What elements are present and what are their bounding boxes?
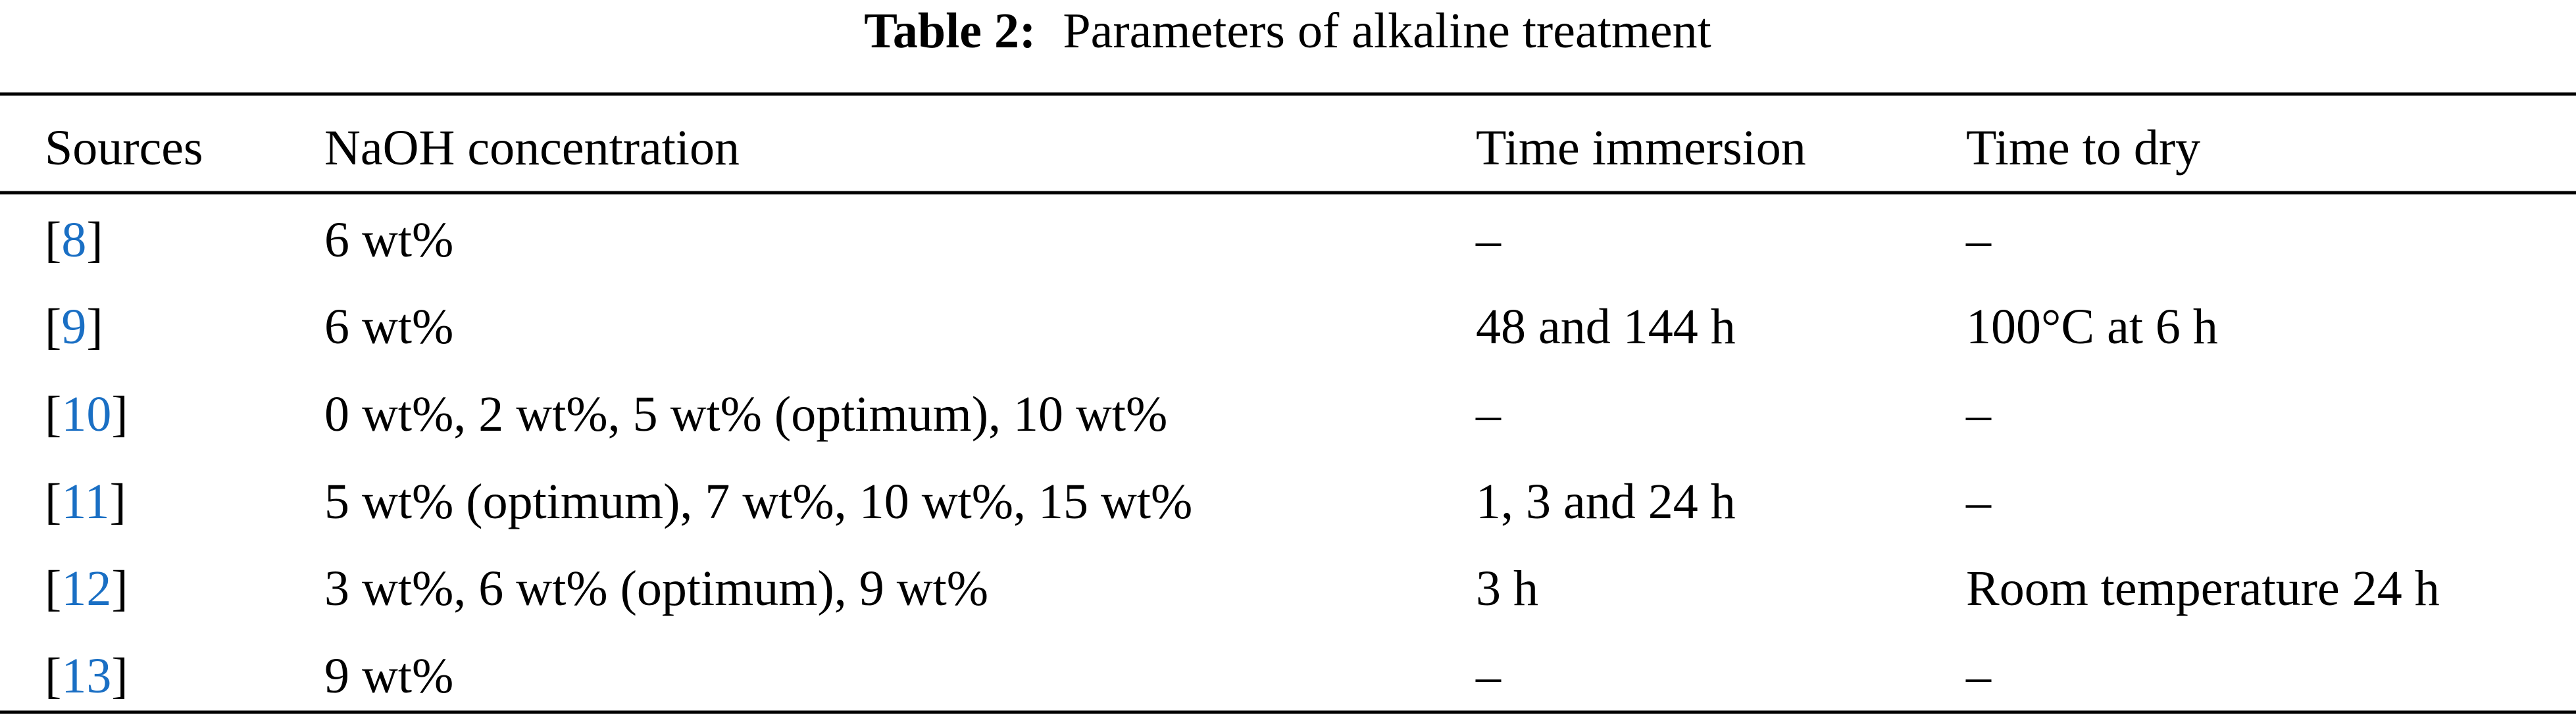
immersion-cell: – <box>1475 648 1502 704</box>
dry-cell: – <box>1965 648 1992 704</box>
naoh-cell: 9 wt% <box>324 648 453 704</box>
header-cell: NaOH concentration <box>324 120 740 176</box>
bracket: [ <box>45 212 61 268</box>
naoh-cell: 5 wt% (optimum), 7 wt%, 10 wt%, 15 wt% <box>324 474 1192 529</box>
bracket: [ <box>45 299 61 354</box>
bracket: ] <box>110 474 126 529</box>
header-cell: Time to dry <box>1966 120 2200 176</box>
immersion-cell: 3 h <box>1476 561 1538 616</box>
naoh-cell: 6 wt% <box>324 299 453 354</box>
dry-cell: – <box>1965 474 1992 529</box>
bracket: ] <box>111 561 128 616</box>
naoh-cell: 6 wt% <box>324 212 453 268</box>
bracket: ] <box>111 648 128 704</box>
bracket: ] <box>86 299 103 354</box>
header-cell: Time immersion <box>1476 120 1806 176</box>
dry-cell: – <box>1965 387 1992 442</box>
bracket: [ <box>45 474 61 529</box>
source-cell: [9] <box>45 299 103 354</box>
dry-cell: 100°C at 6 h <box>1966 299 2218 354</box>
immersion-cell: – <box>1475 387 1502 442</box>
reference-link: 8 <box>61 212 86 268</box>
dry-cell: Room temperature 24 h <box>1966 561 2440 616</box>
dry-cell: – <box>1965 212 1992 268</box>
bracket: [ <box>45 648 61 704</box>
reference-link: 10 <box>61 387 111 442</box>
reference-link: 12 <box>61 561 111 616</box>
immersion-cell: 48 and 144 h <box>1476 299 1736 354</box>
reference-link: 11 <box>61 474 109 529</box>
caption-label: Table 2: <box>864 3 1036 59</box>
naoh-cell: 3 wt%, 6 wt% (optimum), 9 wt% <box>324 561 988 616</box>
bracket: [ <box>45 387 61 442</box>
header-cell: Sources <box>45 120 203 176</box>
source-cell: [8] <box>45 212 103 268</box>
immersion-cell: 1, 3 and 24 h <box>1476 474 1736 529</box>
reference-link: 9 <box>61 299 86 354</box>
table-caption: Table 2: Parameters of alkaline treatmen… <box>864 3 1711 59</box>
source-cell: [10] <box>45 387 128 442</box>
source-cell: [11] <box>45 474 126 529</box>
source-cell: [12] <box>45 561 128 616</box>
bracket: [ <box>45 561 61 616</box>
source-cell: [13] <box>45 648 128 704</box>
caption-text: Parameters of alkaline treatment <box>1063 3 1711 59</box>
immersion-cell: – <box>1475 212 1502 268</box>
bracket: ] <box>111 387 128 442</box>
bracket: ] <box>86 212 103 268</box>
reference-link: 13 <box>61 648 111 704</box>
naoh-cell: 0 wt%, 2 wt%, 5 wt% (optimum), 10 wt% <box>324 387 1167 442</box>
